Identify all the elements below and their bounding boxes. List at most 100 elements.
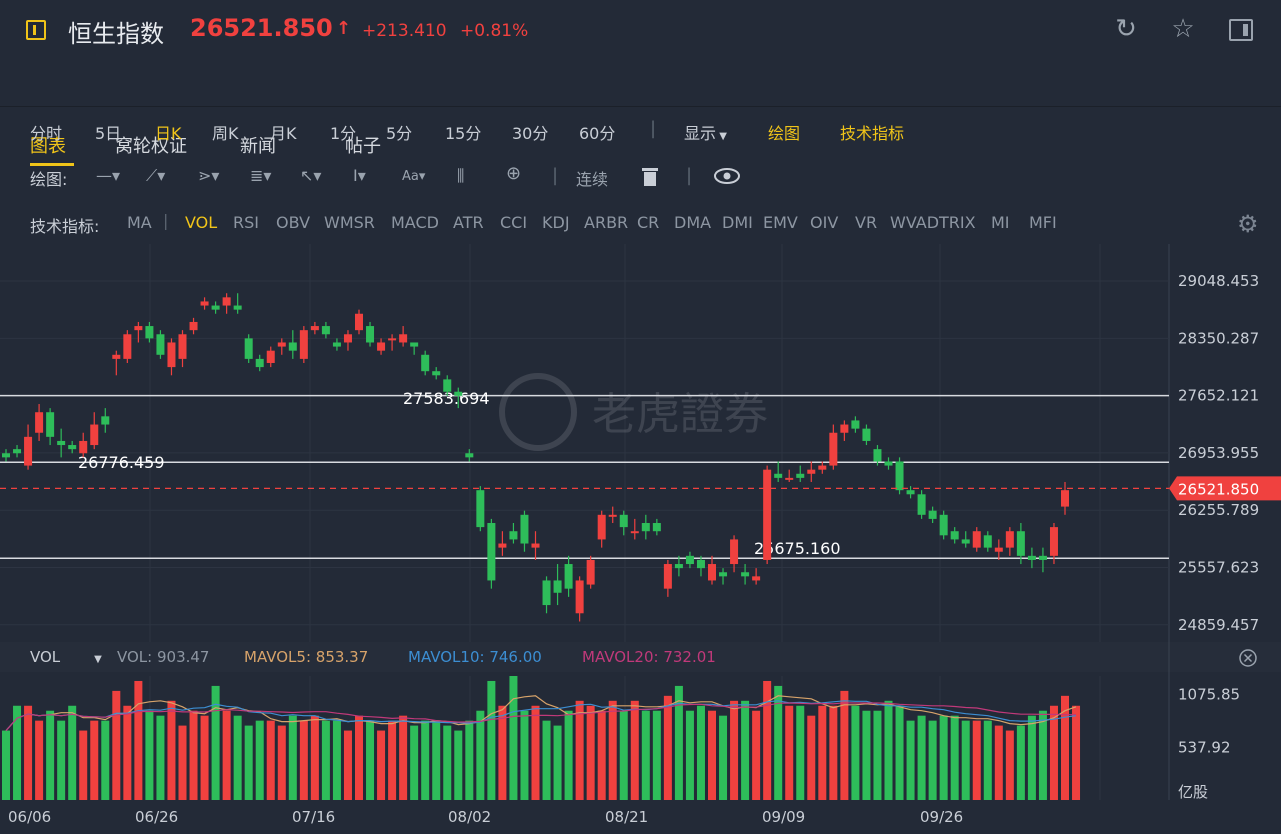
close-volume-icon[interactable] (1238, 648, 1258, 668)
candle-body (807, 469, 816, 474)
candle-body (542, 580, 551, 606)
period-intraday[interactable]: 分时 (30, 124, 63, 143)
candle-body (2, 453, 10, 458)
candle-body (597, 514, 606, 540)
tab-posts[interactable]: 帖子 (345, 136, 381, 157)
volume-bar (145, 710, 154, 800)
sidebar-toggle-icon[interactable] (1229, 19, 1253, 41)
candle-body (355, 313, 363, 331)
fib-tool-icon[interactable]: ≣▾ (250, 166, 272, 185)
candle-body (884, 461, 893, 466)
indicator-rsi[interactable]: RSI (233, 213, 259, 232)
tab-chart[interactable]: 图表 (30, 136, 66, 157)
indicator-wmsr[interactable]: WMSR (324, 213, 375, 232)
continuous-draw-toggle[interactable]: 连续 (576, 170, 609, 189)
refresh-icon[interactable]: ↻ (1115, 14, 1137, 44)
quote-header: 恒生指数 26521.850 ↑ +213.410 +0.81% ↻ ☆ (0, 0, 1281, 62)
volume-header-bg (0, 642, 1281, 672)
indicator-kdj[interactable]: KDJ (542, 213, 570, 232)
volume-bar (708, 710, 716, 800)
volume-bar (586, 705, 595, 800)
period-daily[interactable]: 日K (155, 124, 182, 143)
period-15min[interactable]: 15分 (445, 124, 482, 143)
volume-bar (90, 720, 99, 800)
trend-tool-icon[interactable]: ⟋▾ (146, 166, 166, 185)
candle-body (134, 326, 143, 331)
indicator-wvad[interactable]: WVAD (890, 213, 940, 232)
volume-bar (796, 705, 805, 800)
display-dropdown[interactable]: 显示 ▼ (684, 120, 727, 144)
period-5day[interactable]: 5日 (95, 124, 122, 143)
volume-bar (774, 685, 783, 800)
indicator-mfi[interactable]: MFI (1029, 213, 1057, 232)
candle-body (410, 342, 419, 347)
content-tabs: 图表 窝轮权证 新闻 帖子 (0, 62, 1281, 166)
volume-bar (829, 705, 838, 800)
zoom-in-icon[interactable]: ⊕ (506, 163, 522, 184)
indicator-cci[interactable]: CCI (500, 213, 528, 232)
candle-body (377, 342, 386, 351)
indicator-toggle[interactable]: 技术指标 (840, 124, 905, 143)
measure-tool-icon[interactable]: ⫼ (457, 166, 465, 185)
candle-body (575, 580, 584, 614)
period-30min[interactable]: 30分 (512, 124, 549, 143)
indicator-atr[interactable]: ATR (453, 213, 484, 232)
tab-news[interactable]: 新闻 (240, 136, 276, 157)
candle-body (498, 543, 507, 548)
mavol-line (5, 695, 1077, 731)
candle-body (520, 514, 529, 544)
volume-bar (79, 730, 88, 800)
indicator-vr[interactable]: VR (855, 213, 878, 232)
stock-chart[interactable]: 29048.453 28350.287 27652.121 26953.955 2625… (0, 244, 1281, 834)
text-tool-icon[interactable]: I▾ (353, 166, 366, 185)
volume-bar (410, 725, 419, 800)
tab-warrants[interactable]: 窝轮权证 (115, 136, 187, 157)
draw-toggle[interactable]: 绘图 (768, 124, 801, 143)
volume-bar (35, 720, 44, 800)
candle-body (421, 354, 430, 372)
vol-selector[interactable]: VOL ▼ (30, 648, 102, 666)
star-icon[interactable]: ☆ (1171, 14, 1195, 44)
eye-icon[interactable] (714, 167, 740, 185)
volume-bar (189, 710, 198, 800)
settings-gear-icon[interactable]: ⚙ (1237, 210, 1259, 238)
line-tool-icon[interactable]: —▾ (96, 166, 121, 185)
period-monthly[interactable]: 月K (270, 124, 297, 143)
indicator-mi[interactable]: MI (991, 213, 1010, 232)
volume-bar (310, 715, 319, 800)
candle-body (674, 564, 683, 569)
period-weekly[interactable]: 周K (212, 124, 239, 143)
indicator-macd[interactable]: MACD (391, 213, 439, 232)
legend-mavol10: MAVOL10: 746.00 (408, 648, 542, 666)
period-1min[interactable]: 1分 (330, 124, 357, 143)
indicator-obv[interactable]: OBV (276, 213, 311, 232)
volume-bar (343, 730, 352, 800)
candle-body (719, 572, 728, 577)
indicator-label: 技术指标: (30, 217, 100, 236)
period-60min[interactable]: 60分 (579, 124, 616, 143)
candle-body (299, 330, 308, 359)
period-5min[interactable]: 5分 (386, 124, 413, 143)
candle-body (35, 412, 44, 433)
candle-body (939, 514, 948, 536)
font-tool-icon[interactable]: Aa▾ (402, 169, 426, 184)
arrow-tool-icon[interactable]: ↖▾ (300, 166, 322, 185)
volume-bar (454, 730, 463, 800)
indicator-trix[interactable]: TRIX (939, 213, 976, 232)
indicator-vol[interactable]: VOL (185, 213, 218, 232)
volume-bar (211, 685, 220, 800)
indicator-dma[interactable]: DMA (674, 213, 712, 232)
candle-body (200, 301, 209, 306)
wave-tool-icon[interactable]: ⋗▾ (198, 166, 220, 185)
volume-bar (1072, 705, 1081, 800)
indicator-emv[interactable]: EMV (763, 213, 798, 232)
level-label: 27583.694 (403, 389, 490, 408)
indicator-ma[interactable]: MA (127, 213, 152, 232)
indicator-cr[interactable]: CR (637, 213, 660, 232)
candle-body (366, 326, 375, 343)
indicator-arbr[interactable]: ARBR (584, 213, 629, 232)
indicator-dmi[interactable]: DMI (722, 213, 753, 232)
trash-icon[interactable] (642, 166, 658, 186)
y-tick-label: 25557.623 (1178, 559, 1259, 577)
indicator-oiv[interactable]: OIV (810, 213, 839, 232)
